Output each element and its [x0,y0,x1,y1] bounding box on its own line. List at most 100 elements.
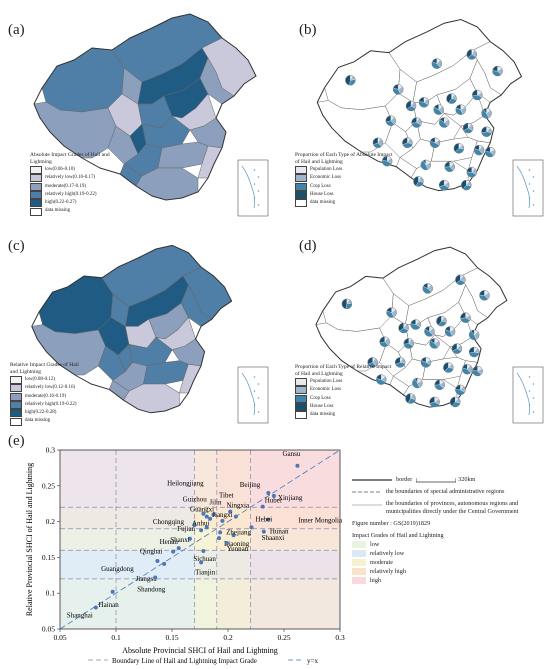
legend-c-title: Relative Impact Grades of Hail and Light… [10,362,79,375]
legend-d-swatch [295,403,307,412]
grade-band [250,450,340,629]
panel-label-c: (c) [8,238,25,254]
pie-glyph [392,84,404,95]
pie-glyph [466,49,478,60]
pie-glyph [412,377,423,389]
pie-glyph [420,159,432,171]
grade-band-h [60,507,340,529]
grades-title: Impact Grades of Hail and Lightning [352,532,444,539]
pie-glyph [434,379,445,390]
point-hubei [260,504,265,509]
legend-d: Proportion of Each Type of Relative Impa… [295,364,405,420]
pie-glyph [460,312,471,323]
point-label: Shaanxi [262,534,285,542]
country-outline [31,244,233,414]
legend-a-label: moderate(0.17-0.19) [45,183,87,189]
legend-d-swatch [295,386,307,395]
border-row: border 320km [352,475,547,484]
grade-item: relatively low [352,549,547,558]
grade-band [194,450,217,629]
province-line-icon [352,504,382,506]
pie-glyph [413,176,424,187]
legend-c-swatch [10,392,22,401]
point-label: Hainan [99,601,120,609]
sar-label: the boundaries of special administrative… [386,488,505,495]
south-china-sea-inset-d [512,366,544,424]
pie-glyph [473,144,485,156]
province-shape [180,284,213,327]
province-shape [324,50,401,110]
province-shape [199,57,235,105]
grade-item: low [352,540,547,549]
point-label: Qinghai [140,548,163,556]
pie-glyph [492,65,503,77]
pie-glyph [394,357,406,368]
legend-d-item: Population Loss [295,378,405,387]
pie-glyph [367,357,378,368]
point-label: Fujian [177,525,195,533]
legend-d-item: Economic Loss [295,386,405,395]
pie-glyph [411,117,422,128]
pie-glyph [462,364,473,375]
legend-b-label: Economic Loss [310,175,341,181]
plot-frame [59,449,341,630]
grade-label: low [370,541,380,548]
point-label: Hubei [265,497,282,505]
point-shanghai [93,605,98,610]
pie-glyph [429,338,440,349]
legend-b-title: Proportion of Each Type of Absolute Impa… [295,152,393,165]
legend-d-item: data missing [295,411,405,420]
pie-glyph [438,179,450,191]
legend-a-label: low(0.06-0.10) [45,167,75,172]
legend-c-swatch [10,409,22,418]
point-label: Shandong [137,585,166,593]
legend-b: Proportion of Each Type of Absolute Impa… [295,152,405,208]
pie-glyph [429,137,441,149]
pie-glyph [436,315,447,327]
legend-c-item: high(0.22-0.28) [10,409,160,418]
legend-b-item: Economic Loss [295,174,405,183]
legend-b-label: House Loss [310,191,334,197]
legend-b-item: Population Loss [295,166,405,175]
scatter-chart: 0.05 0.1 0.15 0.2 0.25 0.3 0.05 0.1 0.15 0.2 0.25 0… [25,446,345,666]
figure-number: Figure number : GS(2019)1829 [352,520,431,527]
legend-b-swatch [295,199,307,208]
point-hebei [249,525,254,530]
sar-line-icon [352,491,382,492]
point-qinghai [171,549,176,554]
x-tick-label: 0.3 [335,633,345,642]
point-label: Guangdong [101,565,134,573]
x-tick-label: 0.1 [111,633,121,642]
pie-glyph [405,393,416,404]
point-tibet [228,509,233,514]
south-china-sea-inset-c [237,366,269,424]
point-label: Jilin [209,498,222,506]
point-chongqing [192,523,197,528]
grade-swatch [352,541,366,548]
pie-glyph [405,100,417,112]
legend-c-item: low(0.08-0.12) [10,376,160,385]
legend-c-swatch [10,384,22,393]
point-inner-mongolia [266,517,271,522]
sar-row: the boundaries of special administrative… [352,487,547,496]
province-row: the boundaries of provinces, autonomous … [352,500,547,516]
legend-d-label: House Loss [310,403,334,409]
province-label: the boundaries of provinces, autonomous … [386,500,519,515]
pie-glyph [372,137,384,149]
legend-a-label: data missing [45,208,71,214]
y-tick-label: 0.25 [42,481,55,490]
point-shanxi [187,536,192,541]
legend-c-swatch [10,401,22,410]
map-panel-a: (a) Absolute Impact Grades of Hail and L… [0,0,275,232]
legend-a-label: high(0.22-0.27) [45,200,77,206]
pie-glyph [446,93,457,104]
pie-glyph [461,179,472,191]
point-guangxi [208,516,213,521]
legend-a-item: low(0.06-0.10) [30,166,180,175]
x-tick-label: 0.05 [53,633,66,642]
legend-a-swatch [30,207,42,216]
point-hainan [110,589,115,594]
x-tick-label: 0.2 [223,633,233,642]
y-tick-label: 0.1 [46,589,56,598]
legend-c-label: relatively low(0.12-0.16) [25,385,76,391]
